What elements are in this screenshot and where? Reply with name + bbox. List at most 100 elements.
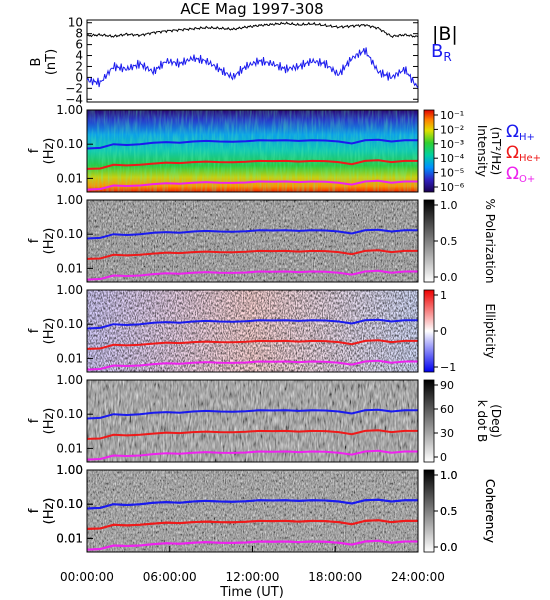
gyrofrequency-legend: ΩH+ ΩHe+ ΩO+ xyxy=(506,122,541,185)
y-tick-label: −4 xyxy=(65,92,83,106)
panel-frame xyxy=(86,199,419,283)
y-tick-label: 0.01 xyxy=(56,351,83,365)
y-tick-label: 1.00 xyxy=(56,373,83,387)
gyro-line-he xyxy=(86,519,418,530)
panel-wave-normal-angle xyxy=(87,379,435,463)
y-tick-label: 0.01 xyxy=(56,531,83,545)
colorbar-tick-label: 10⁻⁴ xyxy=(440,152,465,165)
y-tick-label: 8 xyxy=(75,27,83,41)
panel-ylabel: f xyxy=(27,508,42,513)
colorbar-tick-label: 1.0 xyxy=(440,199,458,212)
panel-ylabel: f xyxy=(27,238,42,243)
colorbar-tick-label: 1.0 xyxy=(440,469,458,482)
legend-b-magnitude: |B| xyxy=(432,23,458,45)
panel-yunit: (Hz) xyxy=(42,408,57,435)
y-tick-label: 1.00 xyxy=(56,193,83,207)
colorbar-tick-label: 0.5 xyxy=(440,505,458,518)
colorbar-tick-label: 1 xyxy=(440,289,447,302)
panel-yunit: (Hz) xyxy=(42,498,57,525)
y-tick-label: 0.10 xyxy=(56,227,83,241)
x-tick-label: 18:00:00 xyxy=(308,570,362,584)
colorbar-tick-label: 0 xyxy=(440,325,447,338)
y-tick-label: 0.01 xyxy=(56,261,83,275)
gyro-line-o xyxy=(86,449,418,461)
y-tick-label: 1.00 xyxy=(56,463,83,477)
panel-frame xyxy=(86,289,419,373)
panel-yunit: (Hz) xyxy=(42,228,57,255)
colorbar-tick-label: 10⁻² xyxy=(440,123,464,136)
colorbar-tick-label: 0.0 xyxy=(440,541,458,554)
intensity-texture xyxy=(87,110,418,192)
colorbar-tick-label: 0.5 xyxy=(440,235,458,248)
gyro-line-o xyxy=(86,269,418,281)
ellipticity-texture-blue xyxy=(87,290,418,372)
coherency-texture xyxy=(87,470,418,552)
colorbar-tick-label: 30 xyxy=(440,427,454,440)
y-tick-label: −2 xyxy=(65,81,83,95)
magnetic-field-ylabel: B xyxy=(29,58,44,67)
colorbar-tick-label: −1 xyxy=(440,361,456,374)
gyro-line-he xyxy=(86,249,418,260)
legend-omega-o-sub: O+ xyxy=(519,174,535,185)
panel-yunit: (Hz) xyxy=(42,138,57,165)
gyro-line-h xyxy=(86,408,418,420)
colorbar-tick-label: 10⁻⁶ xyxy=(440,181,465,194)
legend-omega-o-name: Ω xyxy=(506,164,519,184)
colorbar-tick-label: 0.5 xyxy=(440,505,458,518)
legend-b-radial: BR xyxy=(431,41,452,64)
x-tick-label: 06:00:00 xyxy=(143,570,197,584)
panel-intensity xyxy=(87,109,435,193)
legend-omega-he: ΩHe+ xyxy=(506,143,541,164)
y-tick-label: 0.10 xyxy=(56,497,83,511)
colorbar-label: Coherency xyxy=(483,479,497,543)
x-tick-label: 12:00:00 xyxy=(226,570,280,584)
y-tick-label: 0.01 xyxy=(56,441,83,455)
colorbar-unit: (Deg) xyxy=(489,404,503,438)
panel-ylabel: f xyxy=(27,508,42,513)
ellipticity-colorbar xyxy=(423,289,435,373)
x-tick-label: 00:00:00 xyxy=(60,570,114,584)
panel-yunit: (Hz) xyxy=(42,498,57,525)
legend-omega-h: ΩH+ xyxy=(506,122,535,143)
colorbar-tick-label: 10⁻⁵ xyxy=(440,167,464,180)
legend-b-radial-sub: R xyxy=(443,50,451,64)
polarization-colorbar xyxy=(423,199,435,283)
legend-omega-he-name: Ω xyxy=(506,143,519,163)
y-tick-label: 0.10 xyxy=(56,317,83,331)
wave-normal-colorbar xyxy=(423,379,435,463)
y-tick-label: 0.10 xyxy=(56,407,83,421)
legend-omega-he-sub: He+ xyxy=(519,153,541,164)
legend-omega-h-name: Ω xyxy=(506,122,519,142)
colorbar-tick-label: 10⁻³ xyxy=(440,138,464,151)
legend-omega-h-sub: H+ xyxy=(519,132,535,143)
colorbar-tick-label: 0 xyxy=(440,451,447,464)
y-tick-label: 1.00 xyxy=(56,103,83,117)
magnetic-field-series xyxy=(86,21,419,89)
coherency-colorbar xyxy=(423,469,435,553)
y-tick-label: 1.00 xyxy=(56,463,83,477)
panel-ylabel: f xyxy=(27,418,42,423)
gyro-line-he xyxy=(86,429,418,440)
colorbar-label: k dot B xyxy=(475,400,489,442)
gyro-line-he xyxy=(86,159,418,170)
y-tick-label: 0.01 xyxy=(56,531,83,545)
colorbar-tick-label: 1.0 xyxy=(440,469,458,482)
y-tick-label: 1.00 xyxy=(56,283,83,297)
y-tick-label: 2 xyxy=(75,59,83,73)
y-tick-label: 6 xyxy=(75,38,83,52)
panel-ylabel: f xyxy=(27,148,42,153)
colorbar-unit: (nT²/Hz) xyxy=(489,127,503,175)
colorbar-label: Intensity xyxy=(475,125,489,177)
y-tick-label: 4 xyxy=(75,49,83,63)
gyro-line-o xyxy=(86,179,418,191)
colorbar-tick-label: 90 xyxy=(440,379,454,392)
gyro-line-o xyxy=(86,539,418,551)
legend-b-radial-name: B xyxy=(431,41,443,62)
y-tick-label: 0.10 xyxy=(56,497,83,511)
figure-title: ACE Mag 1997-308 xyxy=(180,0,323,18)
gyro-line-h xyxy=(86,228,418,240)
time-axis-label: Time (UT) xyxy=(219,585,284,600)
